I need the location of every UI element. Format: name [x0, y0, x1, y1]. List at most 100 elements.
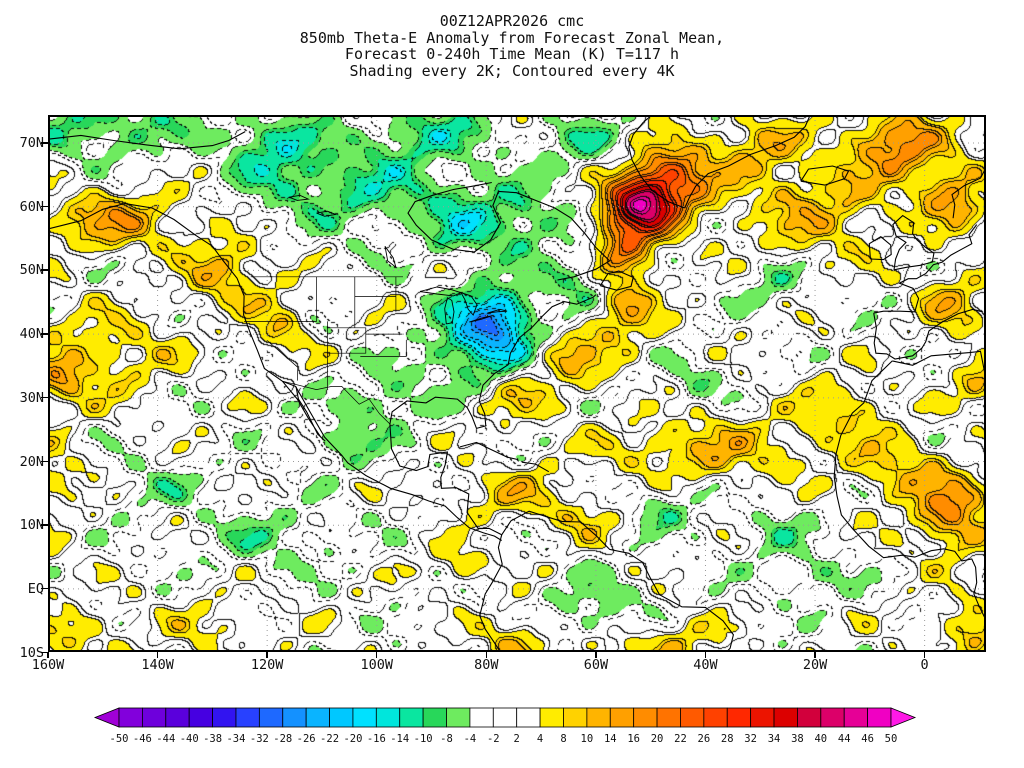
coastline [48, 202, 502, 541]
coastline [282, 380, 326, 442]
colorbar-tick-label: 28 [721, 733, 734, 745]
lat-tick-mark [41, 396, 48, 399]
colorbar-swatch [492, 707, 518, 728]
colorbar-swatch [212, 707, 237, 728]
colorbar-swatch [750, 707, 775, 728]
lake-outline [288, 194, 310, 201]
lon-tick-label: 80W [474, 657, 499, 673]
colorbar-swatch [469, 707, 494, 728]
lon-tick-mark [923, 652, 926, 658]
map-overlay [48, 115, 986, 652]
lon-tick-label: 120W [250, 657, 284, 673]
lat-tick-label: 40N [19, 326, 44, 343]
colorbar-arrow-left [93, 707, 120, 728]
lon-tick-label: 160W [31, 657, 65, 673]
coastline [498, 190, 611, 281]
lat-tick-mark [41, 587, 48, 590]
colorbar-swatch [867, 707, 892, 728]
lake-outline [384, 245, 397, 269]
colorbar-tick-label: -2 [487, 733, 500, 745]
colorbar-swatch [305, 707, 330, 728]
colorbar-tick-label: -22 [320, 733, 339, 745]
lat-tick-mark [41, 269, 48, 271]
coastline [684, 115, 811, 209]
lon-tick-mark [156, 652, 159, 658]
coastline [873, 224, 978, 314]
lat-tick-label: EQ [27, 580, 44, 597]
colorbar-swatch [726, 707, 752, 728]
colorbar-swatch [258, 707, 284, 728]
lat-tick-label: 10N [19, 517, 44, 534]
colorbar-swatch [703, 707, 728, 728]
colorbar-tick-label: -32 [250, 733, 269, 745]
lon-tick-mark [485, 652, 488, 658]
colorbar-tick-label: -10 [414, 733, 433, 745]
colorbar-tick-label: 40 [814, 733, 827, 745]
colorbar-tick-label: 22 [674, 733, 687, 745]
lake-outline [444, 297, 455, 325]
colorbar-swatch [609, 707, 635, 728]
colorbar-tick-label: 50 [885, 733, 898, 745]
coastline [892, 214, 935, 271]
colorbar-tick-label: -4 [464, 733, 477, 745]
colorbar-tick-label: 8 [560, 733, 566, 745]
colorbar-tick-label: -16 [367, 733, 386, 745]
lon-tick-label: 40W [693, 657, 718, 673]
header-run-line: 00Z12APR2026 cmc [439, 12, 585, 30]
colorbar-swatch [446, 707, 471, 728]
colorbar-swatch [141, 707, 167, 728]
colorbar-swatch [680, 707, 705, 728]
coastline [48, 131, 246, 150]
lon-tick-mark [595, 652, 597, 658]
colorbar: -50 -46 -44 -40 -38 -34 -32 -28 -26 -22 -20 -16 -14-… [93, 707, 917, 745]
colorbar-swatch [329, 707, 354, 728]
lat-tick-mark [41, 524, 48, 526]
coastline [407, 181, 502, 253]
colorbar-tick-label: -20 [343, 733, 362, 745]
colorbar-swatch [118, 707, 143, 728]
coastline [873, 308, 983, 360]
colorbar-swatch [656, 707, 681, 728]
political-border [266, 340, 299, 381]
coastline [521, 461, 550, 473]
colorbar-swatch [422, 707, 447, 728]
lon-tick-mark [375, 652, 378, 658]
coastline [479, 534, 503, 652]
anomaly-shading-canvas [48, 115, 986, 652]
lon-tick-label: 140W [141, 657, 174, 673]
lon-tick-mark [266, 652, 268, 658]
colorbar-tick-label: 26 [698, 733, 711, 745]
colorbar-arrow-right [890, 707, 917, 728]
political-border [327, 327, 367, 354]
coastline [389, 423, 502, 536]
header-forecast-line: Forecast 0-240h Time Mean (K) T=117 h [344, 45, 680, 63]
colorbar-tick-label: 20 [651, 733, 664, 745]
lat-tick-label: 60N [19, 198, 44, 215]
political-border [282, 380, 391, 425]
lat-tick-label: 20N [19, 453, 44, 470]
colorbar-tick-label: -34 [226, 733, 245, 745]
lon-tick-label: 20W [802, 657, 828, 673]
colorbar-tick-label: 14 [604, 733, 617, 745]
lon-tick-mark [47, 652, 49, 658]
colorbar-swatch [399, 707, 424, 728]
lat-tick-label: 70N [19, 135, 44, 152]
lake-outline [316, 210, 338, 217]
colorbar-tick-label: -28 [273, 733, 292, 745]
colorbar-tick-label: -26 [297, 733, 316, 745]
lake-outline [460, 292, 478, 316]
coastline [868, 236, 892, 261]
coastline [833, 360, 986, 622]
colorbar-tick-label: 38 [791, 733, 804, 745]
coastline [389, 294, 597, 430]
plot-frame [48, 115, 986, 652]
lat-tick-label: 10S [19, 644, 44, 661]
colorbar-swatch [188, 707, 213, 728]
lon-tick-mark [814, 652, 816, 658]
colorbar-tick-label: -44 [156, 733, 175, 745]
colorbar-swatch [352, 707, 377, 728]
lake-outline [469, 315, 493, 323]
colorbar-swatch [235, 707, 260, 728]
colorbar-tick-label: -40 [180, 733, 199, 745]
